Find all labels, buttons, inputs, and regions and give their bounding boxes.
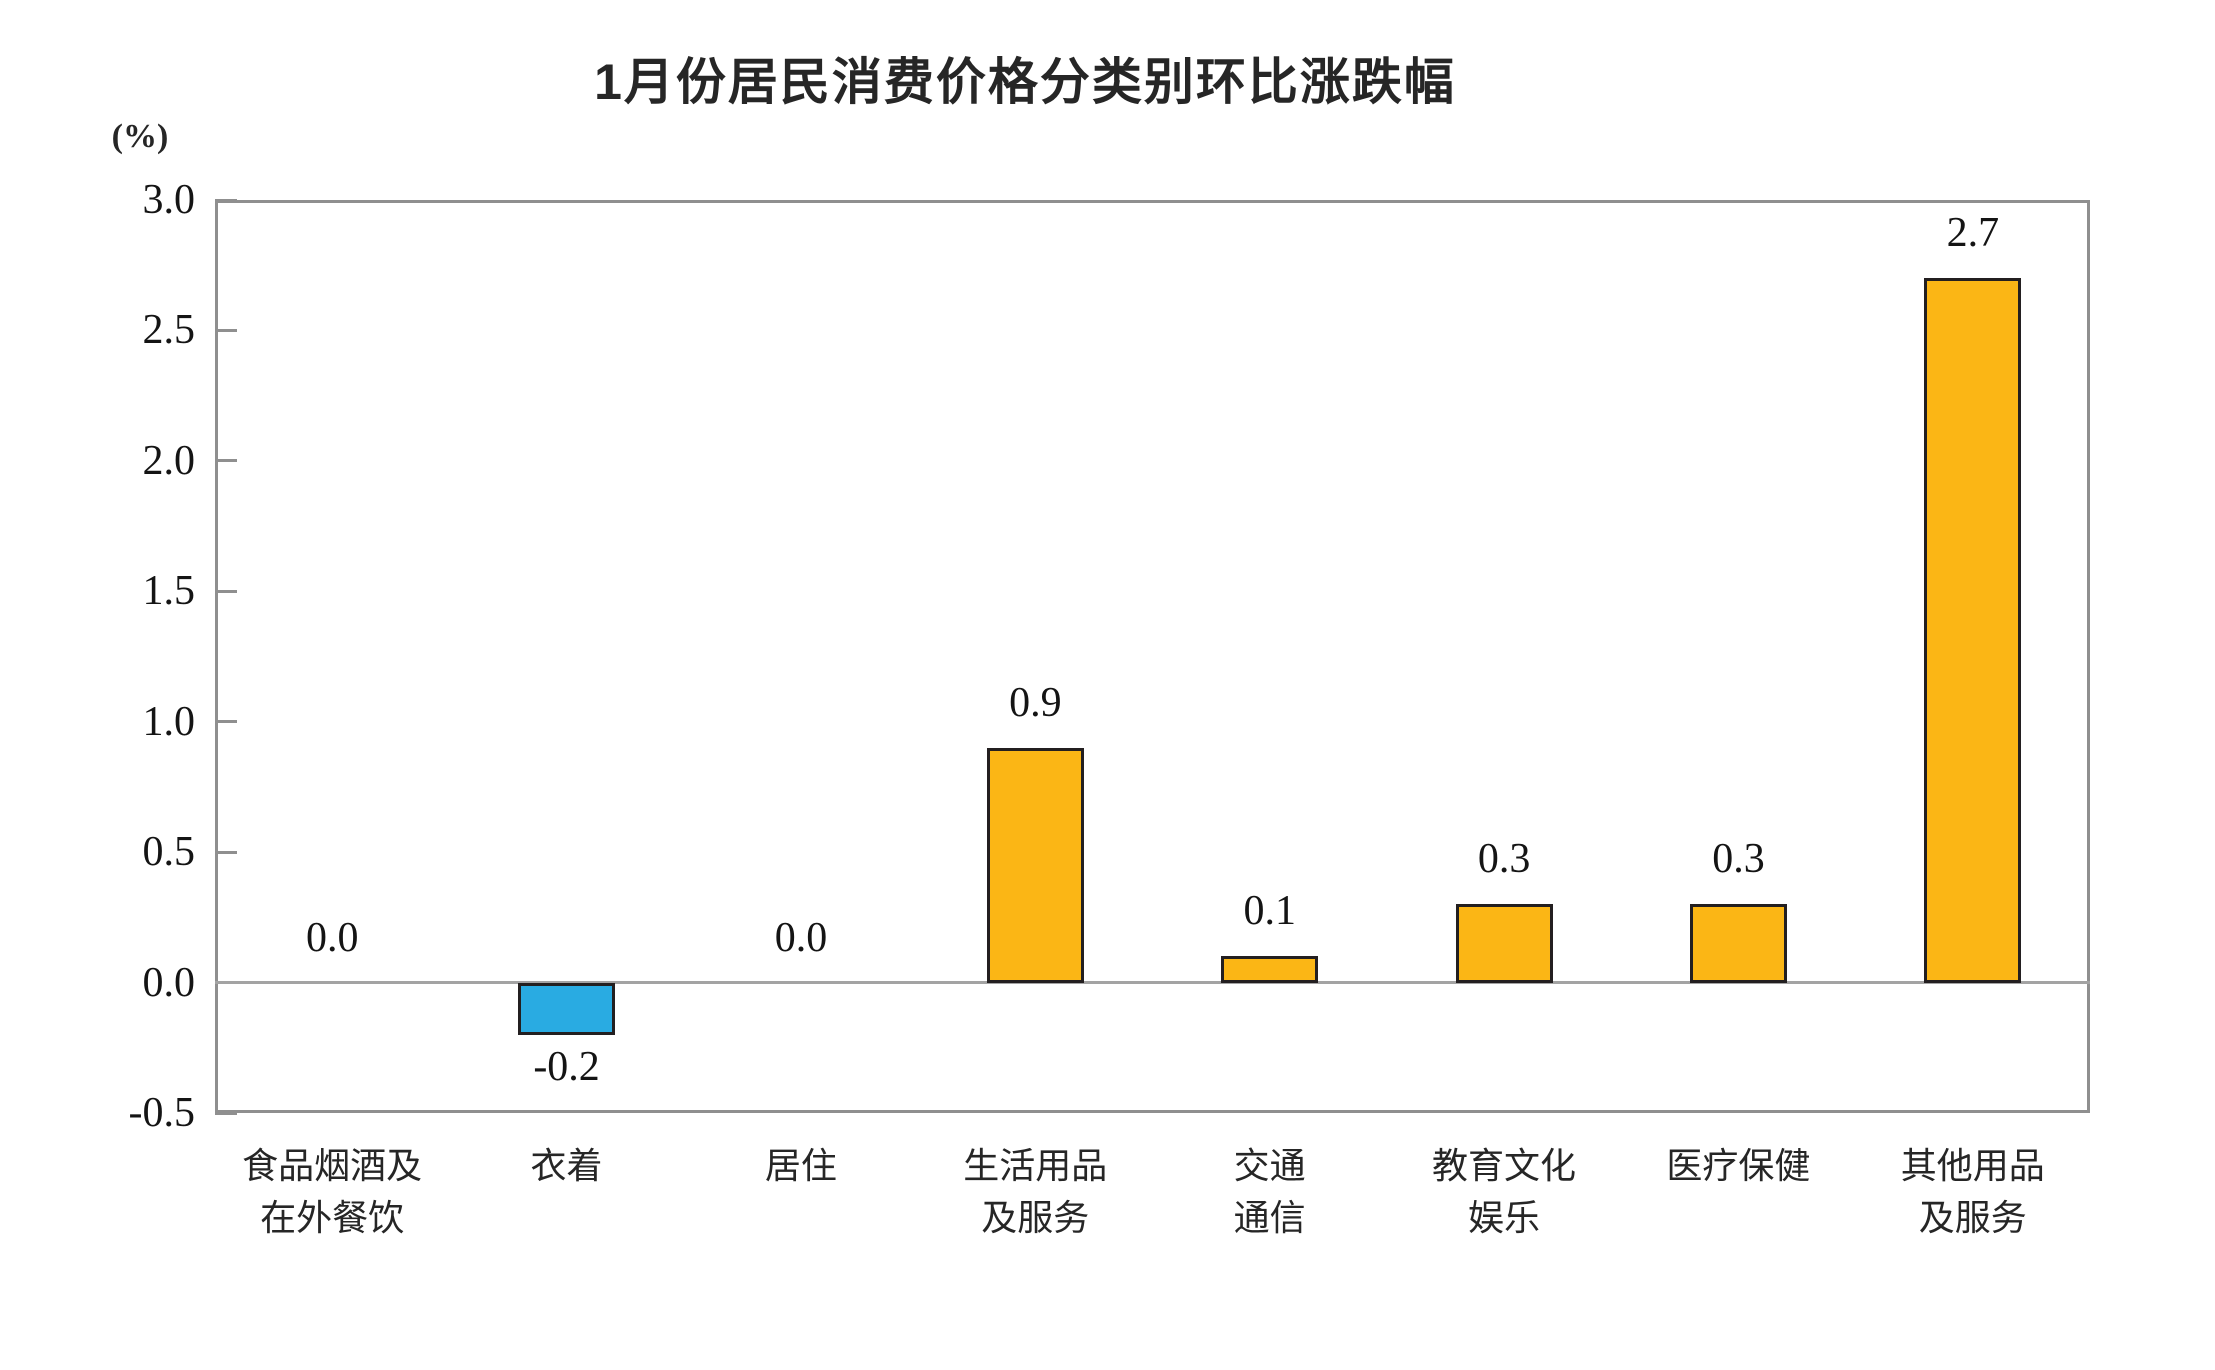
x-category-label: 居住 — [764, 1146, 837, 1186]
y-axis-unit-label: (%) — [111, 118, 169, 155]
y-tick-label: 1.0 — [142, 698, 196, 745]
y-tick-label: 0.5 — [142, 829, 196, 876]
x-category-label: 医疗保健 — [1666, 1146, 1811, 1186]
x-category-label: 衣着 — [530, 1146, 603, 1186]
bar — [1455, 904, 1553, 983]
y-tick-label: 2.0 — [142, 437, 196, 484]
y-tick-mark — [215, 328, 237, 332]
bar-value-label: 0.9 — [1009, 679, 1062, 726]
bar — [1689, 904, 1787, 983]
bar-value-label: 0.0 — [774, 914, 828, 961]
bar-value-label: 2.7 — [1946, 210, 2000, 257]
bar-value-label: 0.0 — [305, 914, 359, 961]
y-tick-label: 2.5 — [142, 307, 196, 354]
bar-value-label: 0.1 — [1243, 888, 1296, 935]
bar — [1221, 956, 1319, 983]
bar — [518, 982, 616, 1035]
y-tick-mark — [215, 459, 237, 463]
y-tick-mark — [215, 589, 237, 593]
x-category-label: 教育文化 娱乐 — [1432, 1146, 1577, 1238]
y-tick-mark — [215, 850, 237, 854]
y-tick-label: -0.5 — [128, 1090, 196, 1136]
bar-value-label: 0.3 — [1477, 836, 1531, 883]
x-category-label: 其他用品 及服务 — [1900, 1146, 2045, 1238]
x-category-label: 食品烟酒及 在外餐饮 — [242, 1146, 423, 1238]
bar-value-label: -0.2 — [533, 1043, 600, 1090]
zero-baseline — [215, 981, 2090, 985]
y-tick-mark — [215, 198, 237, 202]
bar — [986, 747, 1084, 983]
y-tick-mark — [215, 720, 237, 724]
y-tick-label: 0.0 — [142, 959, 196, 1006]
bar-value-label: 0.3 — [1712, 836, 1765, 883]
chart-title: 1月份居民消费价格分类别环比涨跌幅 — [594, 54, 1456, 110]
y-tick-label: 1.5 — [142, 568, 196, 615]
y-tick-label: 3.0 — [142, 177, 196, 223]
bar — [1924, 278, 2022, 983]
x-category-label: 交通 通信 — [1233, 1146, 1306, 1238]
x-category-label: 生活用品 及服务 — [963, 1146, 1108, 1238]
y-tick-mark — [215, 1111, 237, 1115]
plot-area — [215, 200, 2090, 1113]
